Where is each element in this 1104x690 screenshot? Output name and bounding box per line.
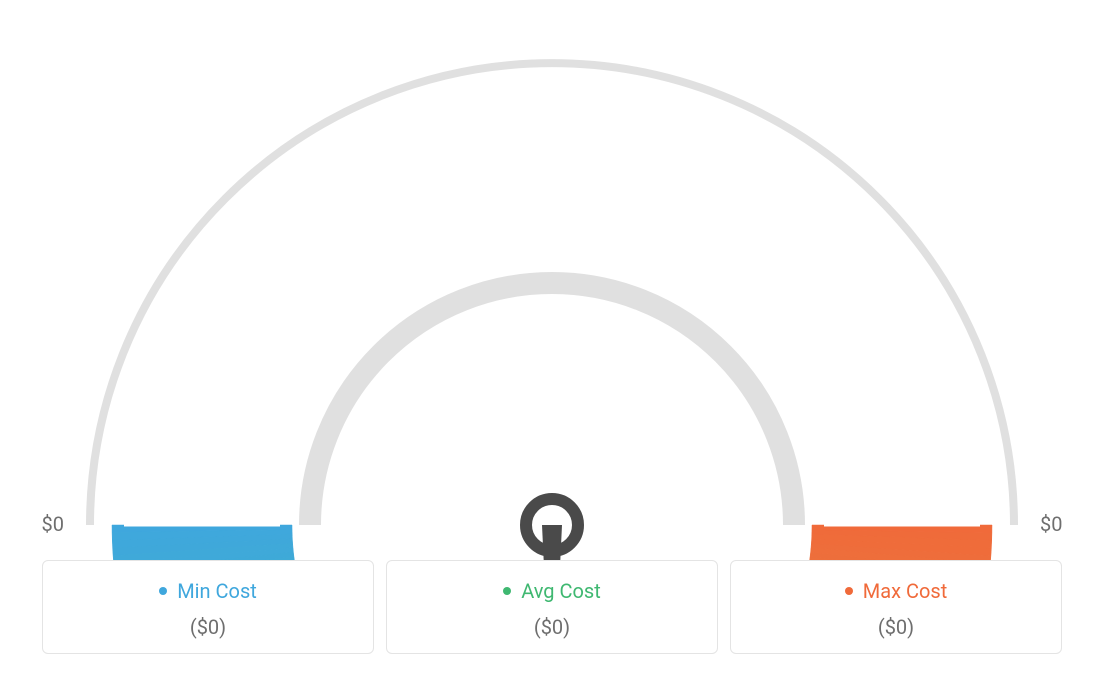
gauge-tick-label: $0: [1040, 512, 1062, 536]
legend-header: Min Cost: [159, 579, 257, 603]
legend-value: ($0): [534, 615, 570, 639]
legend-bullet-icon: [159, 587, 167, 595]
gauge-container: $0$0$0$0$0$0$0: [0, 0, 1104, 560]
legend-header: Max Cost: [845, 579, 948, 603]
legend-label: Avg Cost: [521, 579, 601, 603]
legend-card: Avg Cost ($0): [386, 560, 718, 654]
legend-bullet-icon: [503, 587, 511, 595]
legend-value: ($0): [190, 615, 226, 639]
legend-header: Avg Cost: [503, 579, 601, 603]
legend-row: Min Cost ($0) Avg Cost ($0) Max Cost ($0): [42, 560, 1062, 654]
legend-card: Min Cost ($0): [42, 560, 374, 654]
gauge-chart: $0$0$0$0$0$0$0: [22, 10, 1082, 570]
gauge-tick-label: $0: [42, 512, 64, 536]
legend-bullet-icon: [845, 587, 853, 595]
legend-value: ($0): [878, 615, 914, 639]
legend-label: Min Cost: [177, 579, 257, 603]
legend-card: Max Cost ($0): [730, 560, 1062, 654]
legend-label: Max Cost: [863, 579, 948, 603]
